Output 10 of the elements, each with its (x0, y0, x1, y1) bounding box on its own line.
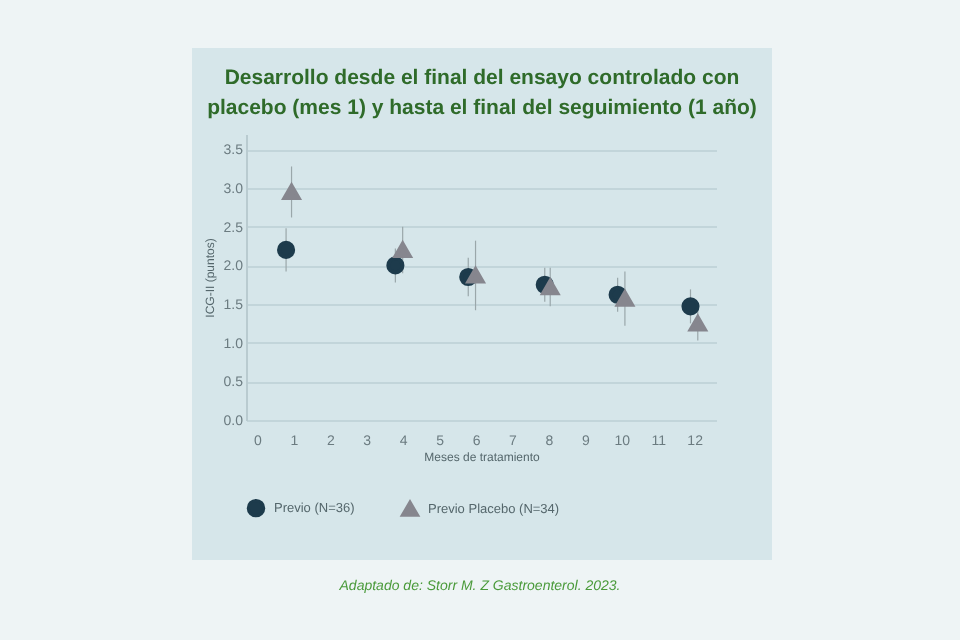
point (681, 297, 700, 316)
point (466, 267, 485, 284)
point (615, 290, 634, 307)
point (386, 256, 405, 275)
point (541, 278, 560, 296)
point (688, 315, 707, 332)
point (277, 240, 296, 259)
chart-title: Desarrollo desde el final del ensayo controlado con placebo (mes 1) y hasta el final del seguimiento (1 año) (205, 64, 759, 124)
point (393, 241, 412, 259)
point (282, 183, 301, 201)
